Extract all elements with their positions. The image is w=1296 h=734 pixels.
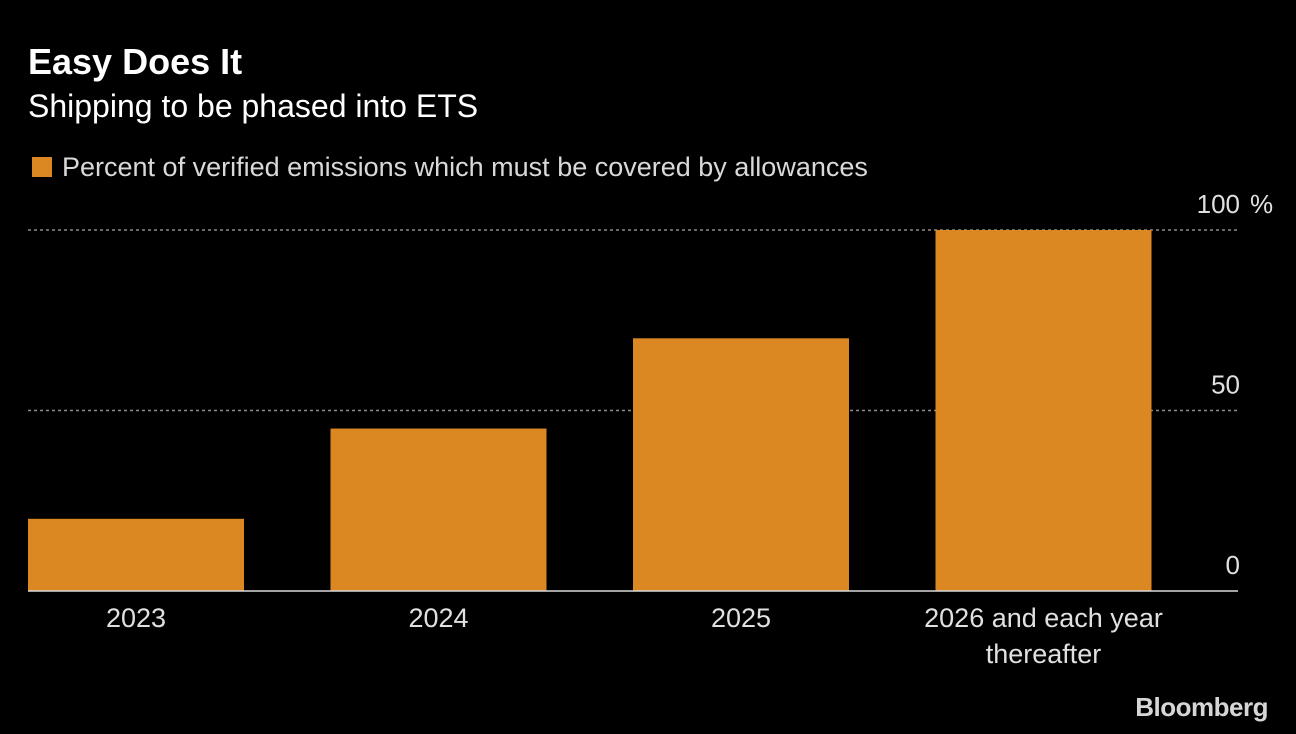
x-tick-label: 2023 <box>106 603 166 633</box>
x-tick-label: thereafter <box>986 639 1102 669</box>
bar <box>633 338 849 591</box>
y-tick-label: 50 <box>1211 370 1240 400</box>
chart-title: Easy Does It <box>28 41 243 82</box>
legend-swatch <box>32 157 52 177</box>
bar <box>28 518 244 591</box>
legend: Percent of verified emissions which must… <box>32 150 868 184</box>
x-tick-label: 2026 and each year <box>924 603 1163 633</box>
y-tick-label: 0 <box>1226 550 1240 580</box>
chart-subtitle: Shipping to be phased into ETS <box>28 88 479 124</box>
legend-label: Percent of verified emissions which must… <box>62 152 868 182</box>
bar <box>935 230 1152 591</box>
bloomberg-logo: Bloomberg <box>1135 692 1268 722</box>
y-tick-label: 100 <box>1197 189 1240 219</box>
y-unit-label: % <box>1250 189 1273 219</box>
x-tick-label: 2024 <box>408 603 468 633</box>
bar <box>330 428 547 591</box>
x-tick-label: 2025 <box>711 603 771 633</box>
